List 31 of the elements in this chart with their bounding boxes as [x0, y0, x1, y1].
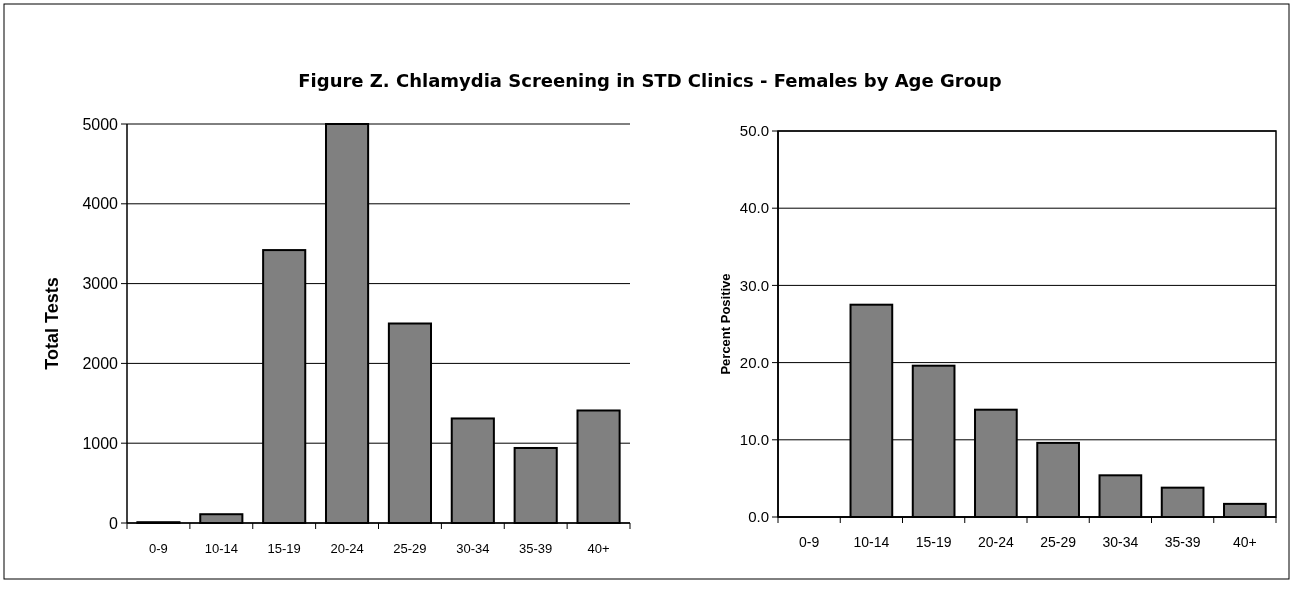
- x-tick-label: 40+: [1233, 534, 1257, 550]
- x-tick-label: 25-29: [1040, 534, 1077, 550]
- y-tick-label: 20.0: [739, 353, 769, 371]
- y-tick-label: 2000: [82, 355, 119, 372]
- y-tick-label: 0: [109, 514, 119, 532]
- y-tick-label: 0.0: [748, 508, 769, 526]
- x-tick-label: 15-19: [915, 534, 952, 550]
- y-tick-label: 40.0: [739, 199, 769, 217]
- y-axis-title: Total Tests: [42, 277, 62, 370]
- y-axis-title: Percent Positive: [718, 273, 733, 375]
- x-tick-label: 35-39: [1164, 534, 1201, 550]
- x-tick-label: 35-39: [519, 541, 553, 556]
- y-tick-label: 4000: [82, 195, 119, 213]
- x-tick-label: 20-24: [977, 534, 1014, 550]
- y-tick-label: 10.0: [739, 431, 769, 449]
- x-tick-label: 10-14: [204, 541, 238, 556]
- x-tick-label: 20-24: [330, 541, 364, 556]
- x-tick-label: 30-34: [1102, 534, 1139, 550]
- x-tick-label: 10-14: [853, 534, 890, 550]
- x-tick-label: 30-34: [456, 541, 490, 556]
- y-tick-label: 5000: [82, 115, 119, 133]
- x-tick-label: 0-9: [149, 541, 168, 556]
- x-tick-label: 25-29: [393, 541, 427, 556]
- chart-title: Figure Z. Chlamydia Screening in STD Clinics - Females by Age Group: [298, 70, 1002, 91]
- x-tick-label: 40+: [587, 541, 610, 556]
- y-tick-label: 30.0: [739, 276, 769, 294]
- y-tick-label: 50.0: [739, 122, 769, 140]
- x-tick-label: 0-9: [799, 534, 820, 550]
- y-tick-label: 1000: [82, 434, 119, 452]
- x-tick-label: 15-19: [267, 541, 301, 556]
- y-tick-label: 3000: [82, 275, 119, 293]
